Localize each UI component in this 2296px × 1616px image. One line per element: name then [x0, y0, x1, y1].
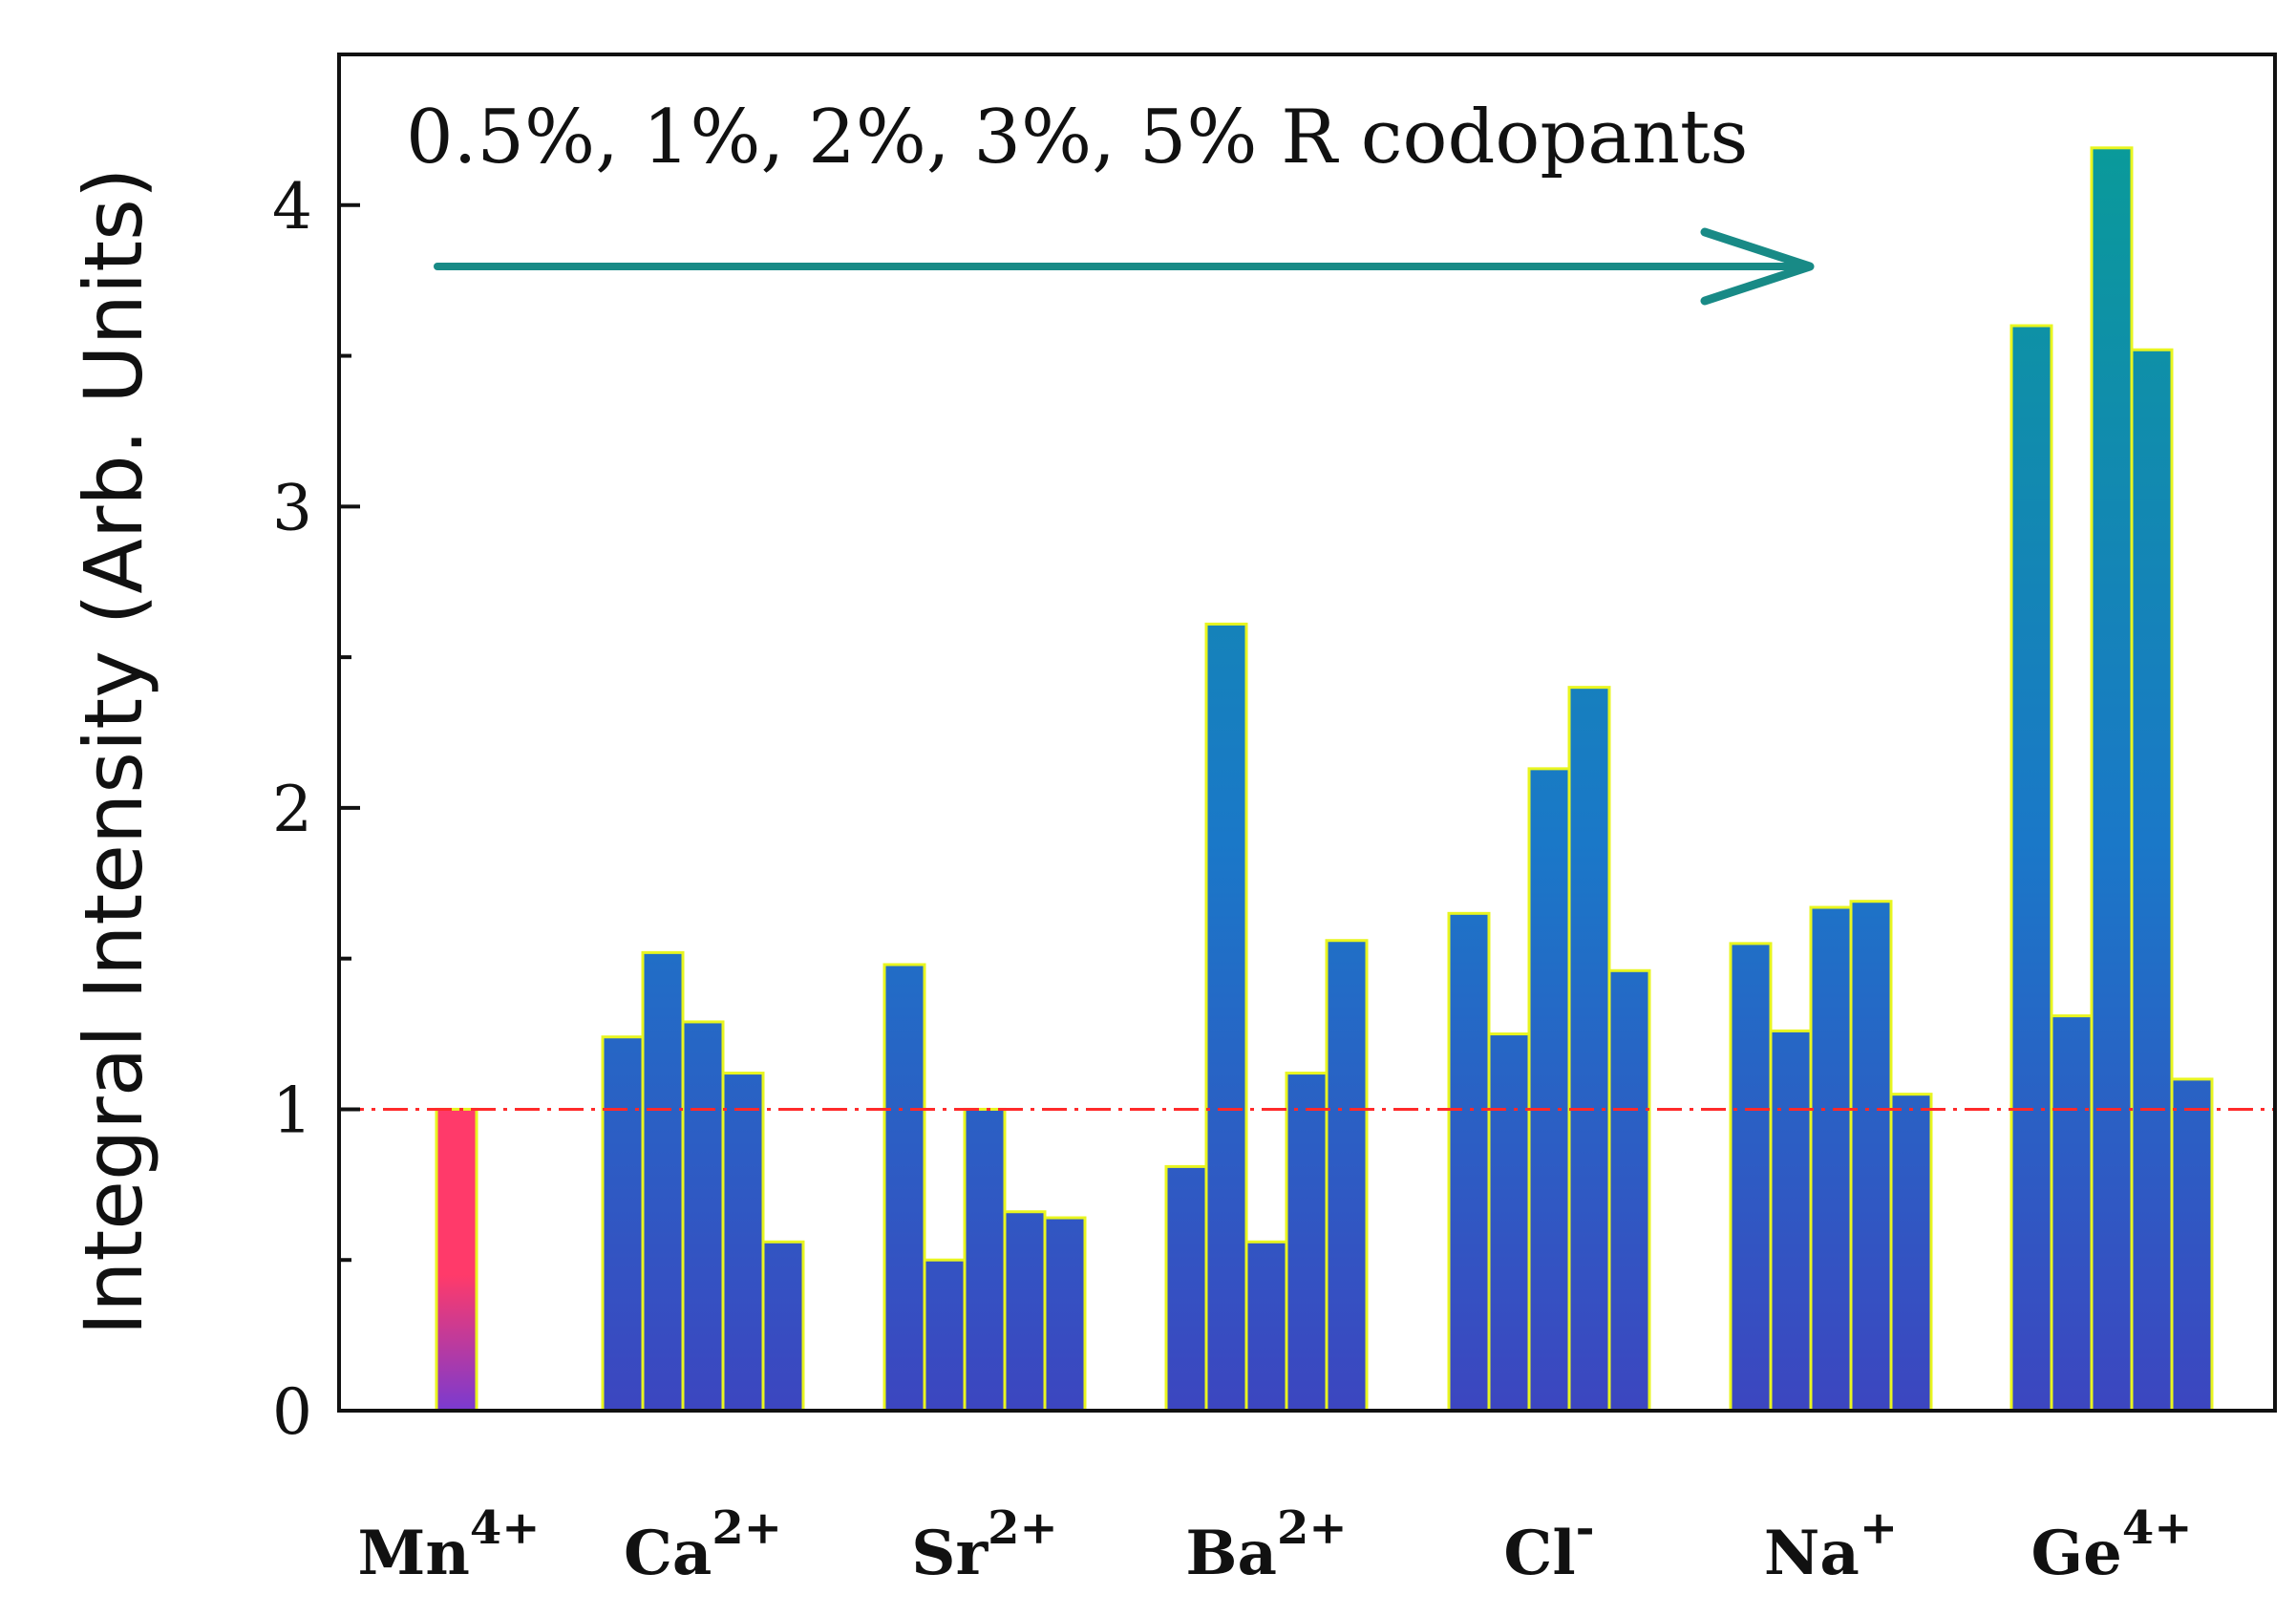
bar-ba-5 — [1325, 939, 1369, 1413]
y-tick-label: 2 — [272, 773, 312, 846]
bar-cl-2 — [1487, 1032, 1531, 1413]
plot-frame — [337, 53, 2277, 1413]
y-axis-label: Integral Intensity (Arb. Units) — [67, 167, 160, 1335]
bar-ge-3 — [2090, 146, 2134, 1413]
bar-ba-2 — [1204, 622, 1248, 1413]
y-tick-label: 3 — [272, 471, 312, 544]
bar-na-4 — [1849, 900, 1893, 1413]
bar-mn-1 — [435, 1107, 478, 1413]
bar-ca-3 — [681, 1020, 725, 1413]
bar-ca-1 — [601, 1035, 645, 1413]
bar-na-5 — [1889, 1093, 1933, 1413]
x-axis-labels: Mn4+ Ca2+ Sr2+ Ba2+ Cl- Na+ Ge4+ — [358, 1501, 2193, 1589]
bar-ba-4 — [1285, 1072, 1329, 1413]
bar-cl-3 — [1527, 767, 1571, 1413]
x-label-ca: Ca2+ — [624, 1501, 782, 1589]
bar-ba-1 — [1164, 1164, 1208, 1413]
bar-ge-2 — [2050, 1014, 2094, 1413]
bar-sr-5 — [1043, 1216, 1087, 1413]
bar-na-1 — [1729, 942, 1773, 1413]
bar-ge-4 — [2130, 348, 2174, 1413]
bar-ca-5 — [761, 1240, 805, 1413]
bar-sr-1 — [882, 963, 926, 1413]
y-tick-label: 4 — [272, 170, 312, 244]
bar-na-2 — [1769, 1029, 1813, 1413]
y-tick-label: 1 — [272, 1074, 312, 1147]
y-axis: 0 1 2 3 4 — [272, 53, 360, 1449]
bar-ca-4 — [721, 1072, 765, 1413]
x-label-cl: Cl- — [1503, 1501, 1594, 1589]
bar-sr-4 — [1003, 1210, 1047, 1413]
y-tick-label: 0 — [272, 1375, 312, 1449]
bar-cl-1 — [1447, 911, 1491, 1413]
bar-cl-4 — [1567, 686, 1611, 1413]
x-label-mn: Mn4+ — [358, 1501, 541, 1589]
codopant-annotation: 0.5%, 1%, 2%, 3%, 5% R codopants — [406, 95, 1748, 181]
bar-na-3 — [1809, 905, 1853, 1413]
x-label-ge: Ge4+ — [2031, 1501, 2193, 1589]
x-label-na: Na+ — [1764, 1501, 1898, 1589]
x-label-ba: Ba2+ — [1185, 1501, 1347, 1589]
bar-ge-5 — [2170, 1077, 2214, 1413]
bar-sr-2 — [923, 1258, 967, 1413]
bars-layer — [435, 146, 2214, 1413]
bar-sr-3 — [963, 1107, 1007, 1413]
arrow-icon — [434, 227, 1815, 306]
bar-ca-2 — [641, 950, 685, 1413]
x-label-sr: Sr2+ — [911, 1501, 1058, 1589]
bar-ge-1 — [2009, 324, 2053, 1413]
bar-cl-5 — [1607, 968, 1651, 1413]
bar-ba-3 — [1244, 1240, 1288, 1413]
